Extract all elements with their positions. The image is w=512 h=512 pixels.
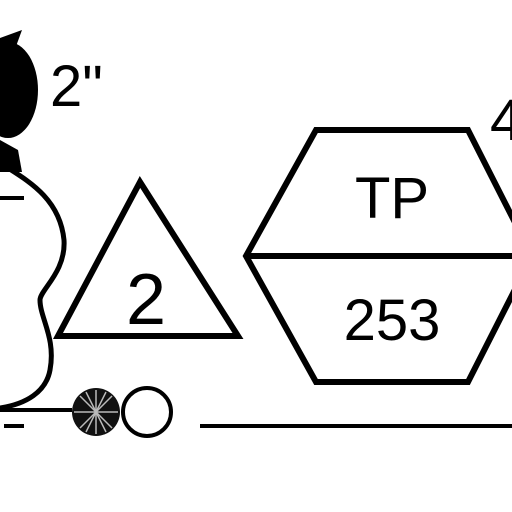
valve-bottom-wedge bbox=[0, 140, 22, 172]
size-label: 2" bbox=[50, 54, 103, 119]
triangle-outline bbox=[53, 176, 244, 339]
partial-label: 4 bbox=[490, 88, 512, 153]
hexagon-top-label: TP bbox=[355, 166, 429, 231]
triangle-symbol: 2 bbox=[53, 176, 244, 340]
curved-pipe-line bbox=[0, 165, 67, 411]
hexagon-symbol: TP 253 bbox=[242, 127, 512, 385]
triangle-label: 2 bbox=[126, 260, 166, 340]
open-circle-icon bbox=[121, 386, 173, 438]
valve-symbol bbox=[0, 30, 38, 200]
hexagon-bottom-label: 253 bbox=[344, 288, 441, 353]
bottom-line-symbols bbox=[0, 386, 512, 438]
hatched-ball-icon bbox=[72, 388, 120, 436]
valve-blob bbox=[0, 42, 38, 138]
